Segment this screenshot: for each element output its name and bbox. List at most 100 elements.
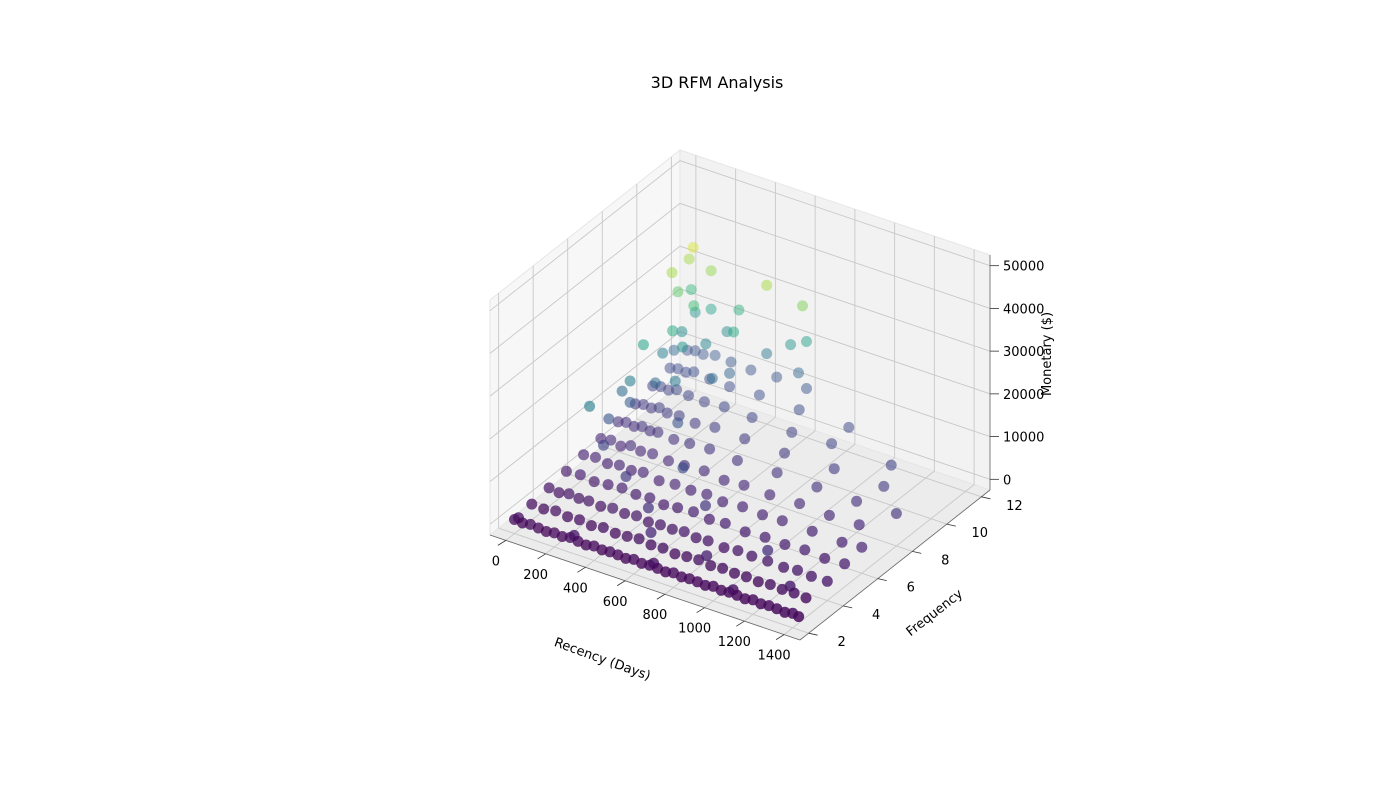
data-point [706,372,718,384]
data-point [762,544,774,556]
data-point [595,500,607,512]
data-point [731,455,743,466]
data-point [645,402,657,414]
data-point [684,438,696,449]
x-tick-label: 1200 [718,635,751,650]
data-point [585,520,597,532]
data-point [578,449,590,461]
data-point [671,384,683,396]
data-point [668,344,680,356]
data-point [616,385,628,397]
data-point [705,265,717,277]
data-point [668,433,680,445]
y-tick [981,496,991,500]
data-point [642,502,654,514]
data-point [729,567,740,579]
data-point [717,496,729,508]
data-point [560,465,572,477]
data-point [602,458,613,470]
data-point [764,489,776,501]
x-tick [696,607,705,614]
data-point [771,467,783,479]
data-point [794,498,806,510]
data-point [778,561,790,573]
data-point [699,579,711,591]
data-point [764,579,776,590]
scatter-points [509,242,902,623]
data-point [574,469,586,481]
data-point [616,482,628,494]
data-point [666,523,678,535]
data-point [688,300,700,312]
data-point [687,242,699,253]
data-point [739,433,751,445]
y-tick-label: 4 [872,608,880,623]
data-point [657,542,669,554]
y-tick-label: 10 [972,526,989,541]
data-point [649,377,661,389]
data-point [704,443,716,455]
data-point [718,401,730,413]
data-point [621,530,633,542]
data-point [761,279,773,291]
data-point [779,447,790,459]
data-point [678,526,690,538]
x-tick-label: 0 [492,554,500,569]
data-point [620,552,632,564]
data-point [690,532,702,544]
data-point [613,459,625,471]
data-point [737,501,749,513]
data-point [701,550,713,562]
data-point [788,587,800,599]
data-point [703,513,715,525]
x-tick [497,540,507,546]
data-point [724,367,736,379]
data-point [745,364,757,376]
axes-panes [488,148,992,641]
data-point [603,413,615,425]
data-point [688,506,699,518]
data-point [588,476,600,488]
data-point [890,508,902,519]
data-point [683,253,695,265]
data-point [851,495,863,507]
data-point [657,347,669,359]
data-point [653,475,665,487]
data-point [800,592,812,604]
data-point [733,304,745,316]
y-axis-line [799,489,991,641]
data-point [645,527,657,538]
data-point [739,593,751,605]
data-point [669,548,681,560]
data-point [806,525,818,537]
z-tick-label: 0 [1003,473,1011,488]
axis-ticks: 0 200 400 600 800 1000 1200 1400 2 4 6 8 10 12 0 10000 2… [492,260,1045,664]
data-point [653,402,665,414]
data-point [685,484,697,496]
data-point [619,508,631,519]
y-tick-label: 2 [837,635,845,650]
data-point [700,338,712,350]
z-gridline [489,202,991,354]
data-point [740,571,752,583]
data-point [677,341,688,353]
data-point [701,488,713,500]
data-point [697,348,709,360]
data-point [719,517,731,529]
z-gridline [489,245,991,397]
z-gridline [489,331,991,482]
data-point [676,326,688,338]
data-point [709,349,721,361]
data-point [709,421,721,433]
data-point [642,516,654,528]
data-point [553,487,565,499]
data-point [652,426,664,438]
y-gridline [498,293,809,634]
data-point [885,459,897,471]
data-point [793,611,805,623]
data-point [688,366,700,378]
data-point [631,510,642,522]
data-point [717,562,729,574]
data-point [556,531,568,542]
data-point [724,381,736,393]
